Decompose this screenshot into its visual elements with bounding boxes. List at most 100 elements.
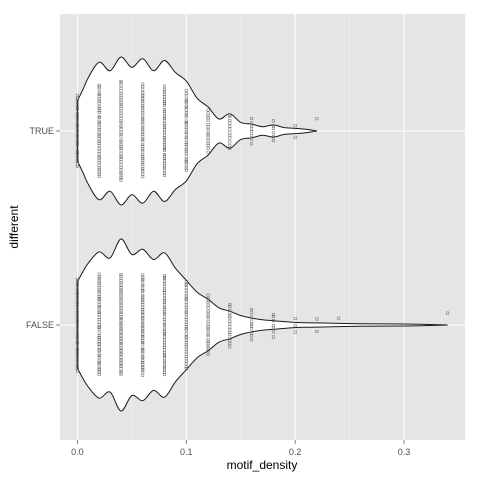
data-point xyxy=(206,319,210,323)
data-point xyxy=(163,335,167,339)
data-point xyxy=(141,127,145,131)
data-point xyxy=(163,157,167,161)
data-point xyxy=(250,137,254,141)
data-point xyxy=(184,142,188,146)
data-point xyxy=(206,352,210,356)
data-point xyxy=(271,131,275,135)
data-point xyxy=(206,128,210,132)
data-point xyxy=(97,87,101,91)
data-point xyxy=(228,115,232,119)
data-point xyxy=(119,361,123,365)
data-point xyxy=(184,367,188,371)
data-point xyxy=(163,173,167,177)
data-point xyxy=(119,283,123,287)
data-point xyxy=(163,324,167,328)
data-point xyxy=(184,283,188,287)
data-point xyxy=(97,337,101,341)
data-point xyxy=(206,138,210,142)
data-point xyxy=(75,369,79,373)
violins xyxy=(76,56,448,412)
data-point xyxy=(228,322,232,326)
data-point xyxy=(97,111,101,115)
data-point xyxy=(119,310,123,314)
data-point xyxy=(141,330,145,334)
data-point xyxy=(119,323,123,327)
data-point xyxy=(250,338,254,342)
data-point xyxy=(119,349,123,353)
data-point xyxy=(271,124,275,128)
data-point xyxy=(271,127,275,131)
data-point xyxy=(119,279,123,283)
data-point xyxy=(206,311,210,315)
data-point xyxy=(163,145,167,149)
data-point xyxy=(141,306,145,310)
data-point xyxy=(141,149,145,153)
data-point xyxy=(97,306,101,310)
data-point xyxy=(141,278,145,282)
data-point xyxy=(163,340,167,344)
data-point xyxy=(163,164,167,168)
data-point xyxy=(97,295,101,299)
data-point xyxy=(141,317,145,321)
data-point xyxy=(163,133,167,137)
data-point xyxy=(206,108,210,112)
data-point xyxy=(163,107,167,111)
data-point xyxy=(119,364,123,368)
data-point xyxy=(271,326,275,330)
x-axis-title: motif_density xyxy=(227,458,298,472)
data-point xyxy=(250,124,254,128)
data-point xyxy=(206,150,210,154)
data-point xyxy=(97,320,101,324)
data-point xyxy=(184,115,188,119)
data-point xyxy=(206,146,210,150)
data-point xyxy=(293,124,297,128)
data-point xyxy=(141,99,145,103)
data-point xyxy=(75,165,79,169)
x-tick-label: 0.2 xyxy=(289,447,302,457)
data-point xyxy=(97,99,101,103)
data-point xyxy=(184,127,188,131)
data-point xyxy=(163,158,167,162)
data-point xyxy=(228,304,232,308)
data-point xyxy=(97,283,101,287)
data-point xyxy=(75,336,79,340)
data-point xyxy=(141,370,145,374)
data-point xyxy=(75,363,79,367)
data-point xyxy=(119,114,123,118)
data-point xyxy=(141,162,145,166)
data-point xyxy=(75,118,79,122)
data-point xyxy=(184,345,188,349)
data-point xyxy=(250,311,254,315)
data-point xyxy=(97,281,101,285)
data-point xyxy=(206,322,210,326)
data-point xyxy=(163,312,167,316)
data-point xyxy=(228,136,232,140)
data-point xyxy=(141,336,145,340)
data-point xyxy=(184,141,188,145)
data-point xyxy=(163,102,167,106)
data-point xyxy=(97,349,101,353)
data-point xyxy=(250,130,254,134)
data-point xyxy=(141,341,145,345)
data-point xyxy=(119,83,123,87)
data-point xyxy=(119,281,123,285)
data-point xyxy=(97,298,101,302)
data-point xyxy=(119,148,123,152)
x-axis: 0.0 0.1 0.2 0.3 xyxy=(71,440,410,457)
data-point xyxy=(141,161,145,165)
data-point xyxy=(163,305,167,309)
data-point xyxy=(119,372,123,376)
data-point xyxy=(184,144,188,148)
data-point xyxy=(228,339,232,343)
data-point xyxy=(228,314,232,318)
data-point xyxy=(119,176,123,180)
data-point xyxy=(97,362,101,366)
data-point xyxy=(141,139,145,143)
data-point xyxy=(184,343,188,347)
data-point xyxy=(206,327,210,331)
data-point xyxy=(163,84,167,88)
data-point xyxy=(163,320,167,324)
data-point xyxy=(97,152,101,156)
data-point xyxy=(163,291,167,295)
